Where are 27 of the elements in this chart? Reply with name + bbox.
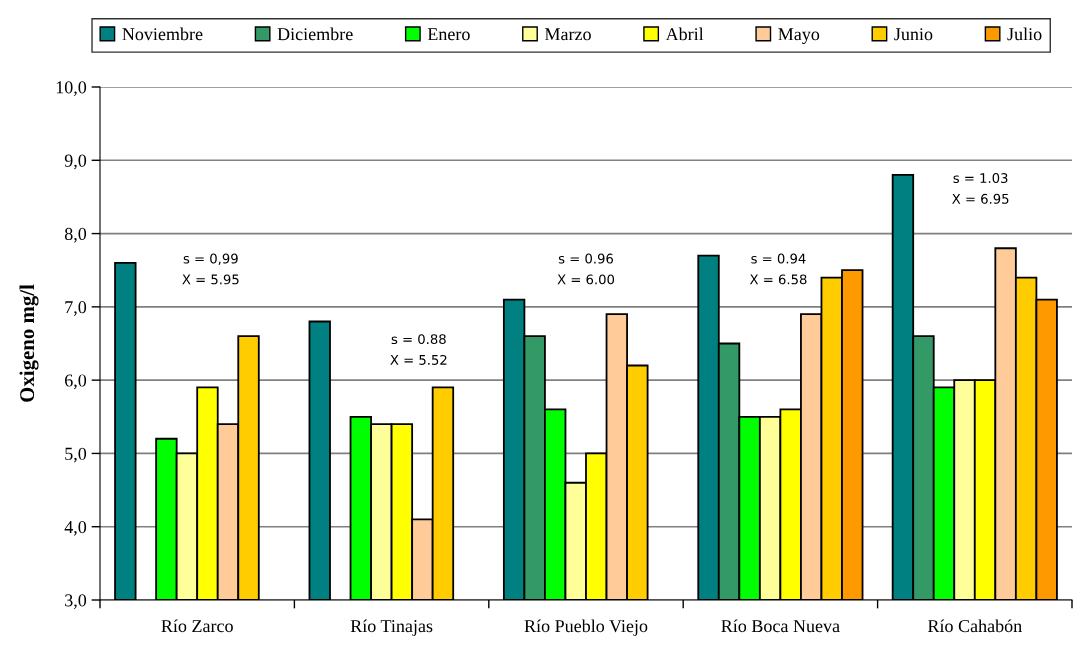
x-tick-label: Río Boca Nueva [721,619,840,633]
legend-label: Julio [1007,27,1042,41]
x-tick-label: Río Zarco [161,619,233,633]
y-tick-label: 3,0 [65,594,87,610]
annotation: s = 0.96 X = 6.00 [557,253,615,285]
y-tick-label: 7,0 [65,301,87,316]
legend-label: Mayo [778,28,820,45]
y-tick-label: 4,0 [64,520,87,536]
legend-label: Enero [427,28,470,41]
x-tick-label: Río Cahabón [927,619,1022,633]
legend-label: Junio [894,28,933,41]
legend-label: Abril [665,27,704,41]
annotation: s = 0.88 X = 5.52 [390,334,447,365]
y-tick-label: 10,0 [56,81,87,97]
legend-label: Noviembre [122,27,203,41]
annotation: s = 0.94 X = 6.58 [749,253,807,285]
legend-label: Marzo [544,28,591,41]
y-tick-label: 9,0 [64,154,87,170]
annotation: s = 1.03 X = 6.95 [952,173,1009,204]
legend-label: Diciembre [277,27,353,41]
x-tick-label: Río Tinajas [350,619,433,636]
y-tick-label: 8,0 [64,227,87,243]
y-axis-title: Oxigeno mg/l [19,284,39,402]
y-tick-label: 6,0 [65,374,87,390]
x-tick-label: Río Pueblo Viejo [524,619,648,636]
annotation: s = 0,99 X = 5.95 [182,253,239,285]
y-tick-label: 5,0 [65,447,87,463]
